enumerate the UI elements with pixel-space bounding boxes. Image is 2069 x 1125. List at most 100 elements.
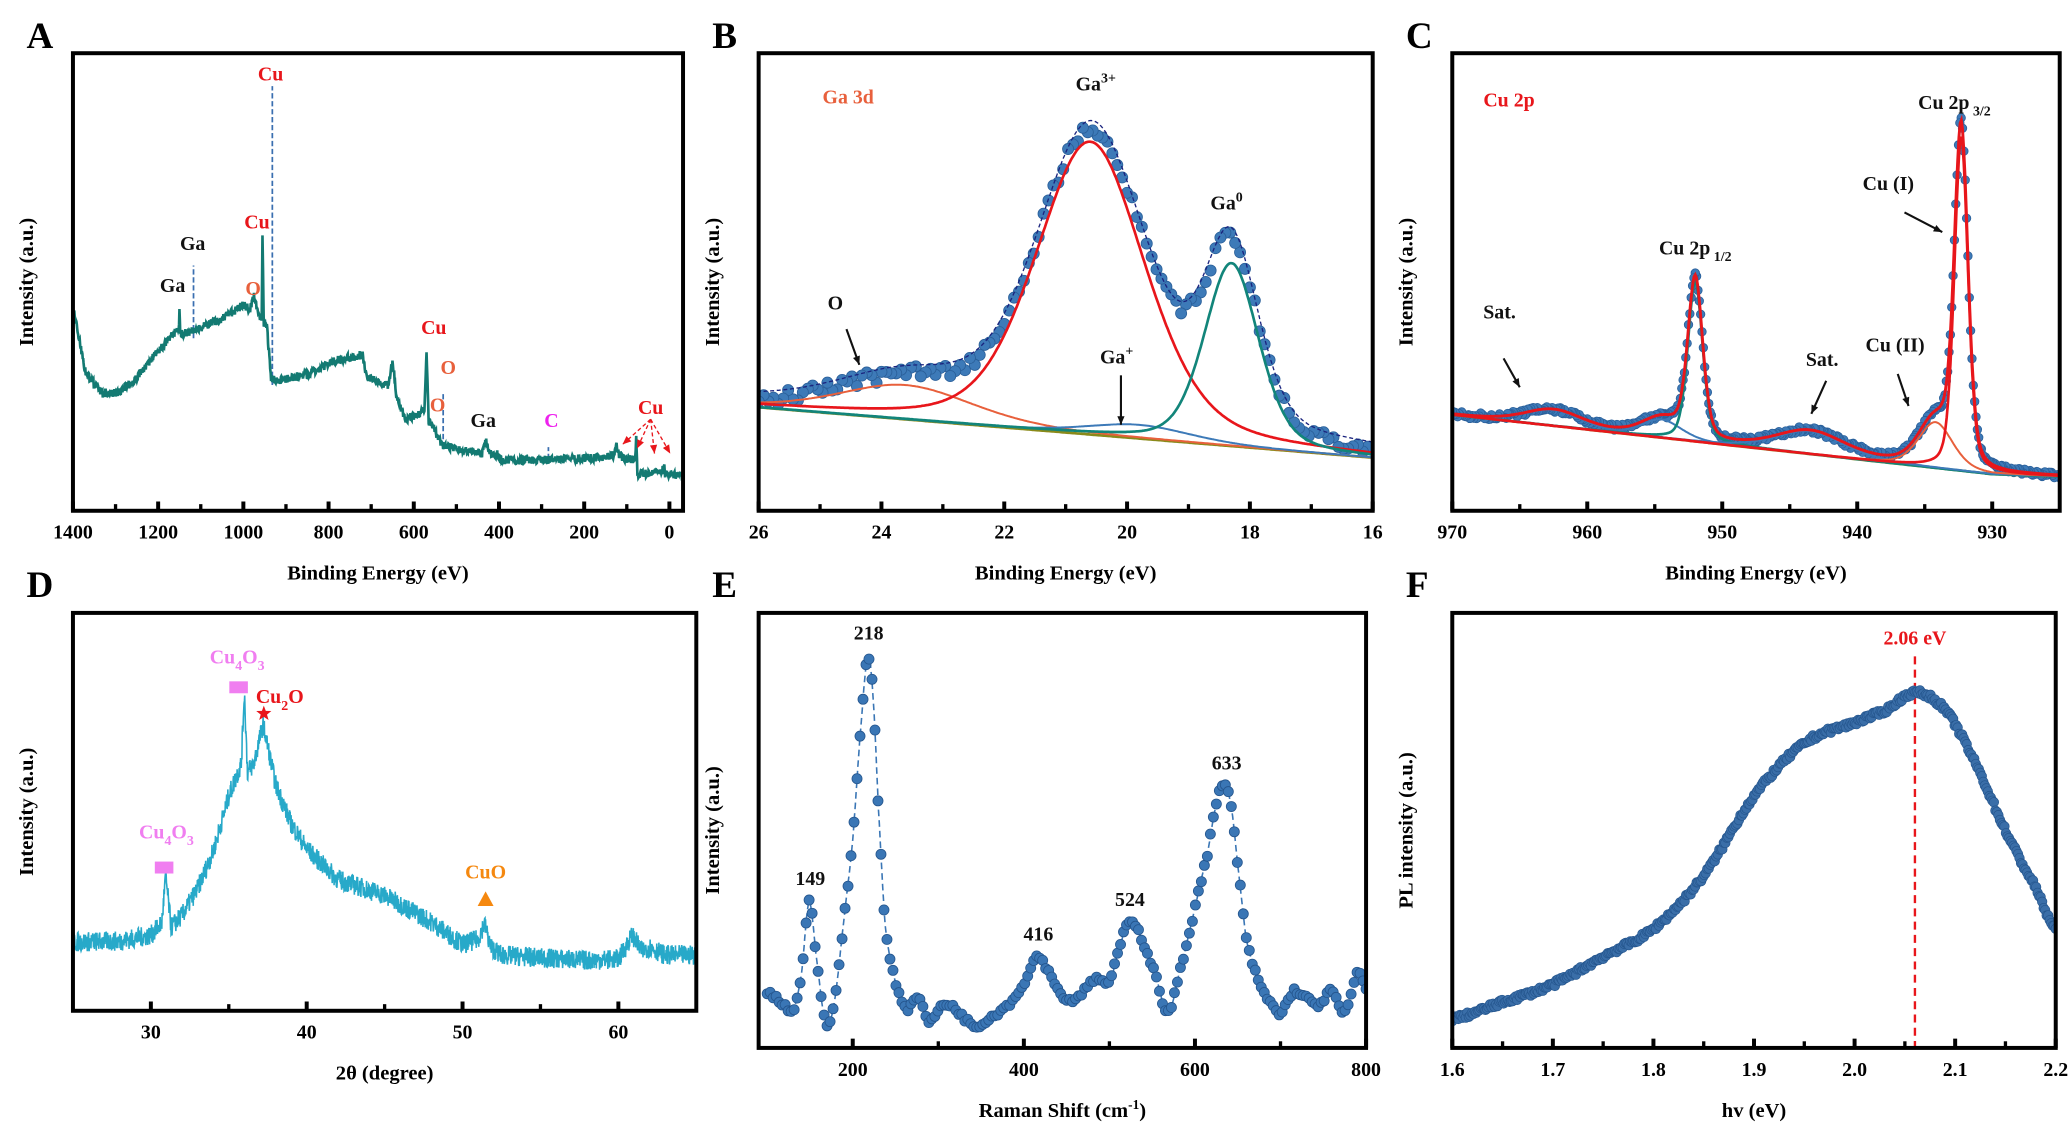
peak-annotation: Cu 2p 1/2	[1659, 238, 1732, 266]
panel-letter: E	[712, 565, 737, 606]
data-point	[1199, 276, 1212, 288]
peak-annotation: Cu	[421, 317, 446, 339]
data-point	[1342, 999, 1354, 1011]
data-point	[1204, 264, 1217, 277]
data-point	[1154, 985, 1165, 997]
data-point	[1151, 971, 1162, 983]
data-point	[1988, 797, 1999, 808]
phase-marker-star	[256, 705, 272, 721]
peak-annotation: Ga	[471, 410, 496, 432]
fit-component-ga0	[758, 261, 1373, 456]
data-point	[1249, 964, 1261, 976]
series-line	[767, 655, 1367, 1028]
data-point	[815, 991, 827, 1003]
y-axis-title: Intensity (a.u.)	[702, 766, 724, 894]
peak-annotation: Ga 3d	[822, 87, 873, 109]
data-point	[944, 370, 957, 383]
phase-marker-square	[154, 861, 174, 874]
data-point	[833, 959, 845, 971]
x-tick-label: 400	[1009, 1059, 1039, 1081]
data-point	[812, 965, 824, 977]
data-point	[1130, 211, 1143, 224]
x-tick-label: 50	[453, 1022, 473, 1044]
plot-area	[1452, 656, 2056, 1048]
annotation-text: 149	[795, 868, 825, 890]
x-tick-label: 1.6	[1440, 1059, 1465, 1081]
data-point	[1204, 828, 1216, 840]
data-point	[1186, 915, 1198, 927]
annotation-text: 218	[854, 622, 884, 644]
data-point	[836, 933, 848, 945]
annotation-text: O	[242, 646, 257, 668]
data-point	[1076, 121, 1089, 134]
data-point	[1225, 801, 1237, 812]
x-axis-title: Binding Energy (eV)	[287, 563, 469, 585]
peak-annotation: 218	[854, 622, 884, 644]
peak-annotation: Cu (I)	[1863, 173, 1914, 195]
data-point	[1133, 924, 1144, 936]
peak-annotation: Cu 2p	[1483, 89, 1534, 111]
data-point	[1192, 885, 1204, 897]
data-point	[1222, 786, 1234, 798]
series-line	[72, 235, 684, 483]
x-tick-label: 2.0	[1842, 1059, 1867, 1081]
x-tick-label: 600	[1180, 1059, 1210, 1081]
arrow-head-icon	[649, 444, 658, 454]
data-point	[1148, 962, 1159, 974]
data-point	[848, 816, 860, 828]
arrow-head-icon	[1512, 378, 1520, 388]
annotation-text: Cu	[210, 646, 235, 668]
annotation-text: CuO	[465, 861, 506, 883]
x-tick-label: 24	[872, 522, 892, 544]
data-point	[869, 724, 881, 736]
x-tick-label: 20	[1117, 522, 1137, 544]
data-point	[1228, 826, 1240, 838]
data-point	[824, 1016, 836, 1028]
x-axis-title: Raman Shift (cm-1)	[979, 1097, 1146, 1122]
x-axis-title-text: Binding Energy (eV)	[287, 563, 469, 585]
data-point	[806, 907, 818, 919]
arrow-head-icon	[1117, 416, 1125, 425]
annotation-text: Ga	[471, 410, 496, 432]
peak-annotation: 416	[1023, 923, 1053, 945]
data-point	[851, 773, 863, 785]
data-point	[1234, 879, 1246, 891]
data-point	[1106, 147, 1119, 160]
x-tick-label: 200	[838, 1059, 868, 1081]
annotation-subscript: 2	[281, 699, 288, 714]
panel-f: F 2.06 eV 1.6 1.7 1.8 1.9 2.0 2.1 2.2 hv (eV) PL i…	[1395, 565, 2068, 1122]
data-point	[1168, 987, 1180, 999]
data-point	[845, 850, 857, 862]
data-point	[855, 369, 868, 382]
annotation-superscript: 3+	[1101, 71, 1116, 86]
x-tick-label: 800	[314, 522, 344, 544]
peak-annotation: O	[441, 357, 456, 379]
annotation-subscript: 4	[235, 659, 242, 674]
plot-area	[72, 681, 697, 970]
peak-annotation: 633	[1212, 753, 1242, 775]
data-point	[1150, 263, 1163, 276]
annotation-text: Ga	[180, 233, 205, 255]
panel-letter: B	[712, 16, 737, 57]
y-axis-title: Intensity (a.u.)	[702, 218, 724, 346]
annotation-subscript: 3	[187, 834, 194, 849]
plot-frame	[756, 51, 1375, 513]
peak-annotation: 149	[795, 868, 825, 890]
peak-annotation: 2.06 eV	[1883, 628, 1947, 650]
x-tick-label: 40	[297, 1022, 317, 1044]
x-tick-label: 940	[1842, 522, 1872, 544]
arrow-head-icon	[853, 355, 860, 365]
data-point	[821, 376, 834, 389]
arrow-head-icon	[622, 436, 632, 445]
x-axis-title-text: 2θ (degree)	[336, 1063, 434, 1085]
annotation-text: Cu (II)	[1865, 335, 1924, 357]
peak-annotation: C	[544, 410, 558, 432]
peak-annotation: Ga0	[1210, 191, 1242, 215]
peak-annotation: Ga3+	[1076, 71, 1116, 95]
x-axis-title-end: )	[1139, 1100, 1146, 1122]
data-point	[1140, 237, 1153, 250]
plot-frame	[70, 610, 699, 1013]
annotation-text: Ga	[160, 275, 185, 297]
